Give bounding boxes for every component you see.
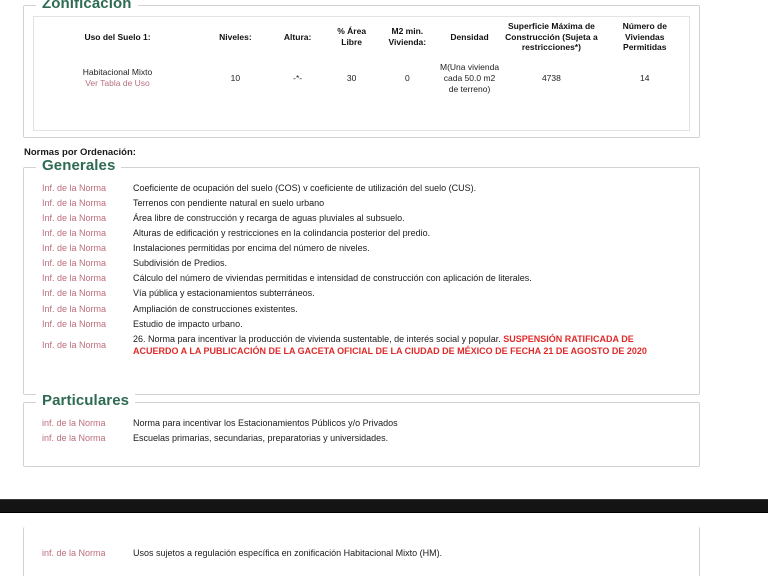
inf-de-la-norma-link[interactable]: Inf. de la Norma (42, 273, 107, 284)
norm-row: Inf. de la Norma Ampliación de construcci… (28, 301, 695, 316)
norm-text: Coeficiente de ocupación del suelo (COS)… (133, 182, 477, 193)
inf-de-la-norma-link[interactable]: Inf. de la Norma (42, 197, 107, 208)
norm-text: Norma para incentivar los Estacionamient… (133, 417, 398, 428)
norm-text: Área libre de construcción y recarga de … (133, 212, 405, 223)
inf-de-la-norma-link[interactable]: inf. de la Norma (42, 417, 106, 428)
norm-text: Alturas de edificación y restricciones e… (133, 227, 431, 238)
bottom-norm-list: inf. de la Norma Usos sujetos a regulació… (24, 545, 699, 560)
cell-superficie-maxima: 4738 (541, 72, 561, 83)
norm-text: Subdivisión de Predios. (133, 258, 228, 269)
inf-de-la-norma-link[interactable]: Inf. de la Norma (42, 227, 107, 238)
norm-row: Inf. de la Norma Terrenos con pendiente n… (28, 195, 695, 210)
bottom-continued-section: inf. de la Norma Usos sujetos a regulació… (23, 527, 700, 576)
page-separator-band (0, 499, 768, 513)
norm-text: Vía pública y estacionamientos subterrán… (133, 288, 315, 299)
ver-tabla-de-uso-link[interactable]: Ver Tabla de Uso (85, 78, 150, 89)
norm-suspension-warning: SUSPENSIÓN RATIFICADA DE ACUERDO A LA PU… (133, 333, 647, 357)
normas-por-ordenacion-label: Normas por Ordenación: (24, 147, 136, 158)
norm-row: Inf. de la Norma 26. Norma para incentiva… (28, 331, 695, 358)
norm-text: Estudio de impacto urbano. (133, 318, 243, 329)
col-header-num-viviendas: Número de Viviendas Permitidas (622, 21, 667, 53)
cell-num-viviendas: 14 (640, 72, 650, 83)
norm-text: Escuelas primarias, secundarias, prepara… (133, 432, 389, 443)
norm-text: Terrenos con pendiente natural en suelo … (133, 197, 325, 208)
inf-de-la-norma-link[interactable]: Inf. de la Norma (42, 212, 107, 223)
inf-de-la-norma-link[interactable]: Inf. de la Norma (42, 243, 107, 254)
generales-section: Generales Inf. de la Norma Coeficiente de… (23, 157, 700, 395)
inf-de-la-norma-link[interactable]: inf. de la Norma (42, 432, 106, 443)
col-header-densidad: Densidad (450, 31, 489, 42)
inf-de-la-norma-link[interactable]: inf. de la Norma (42, 547, 106, 558)
cell-m2-min-vivienda: 0 (404, 72, 410, 83)
particulares-norm-list: inf. de la Norma Norma para incentivar lo… (24, 415, 699, 445)
norm-row: inf. de la Norma Usos sujetos a regulació… (28, 545, 695, 560)
norm-row: Inf. de la Norma Subdivisión de Predios. (28, 256, 695, 271)
norm-row: Inf. de la Norma Estudio de impacto urban… (28, 316, 695, 331)
col-header-m2-min-vivienda: M2 min. Vivienda: (388, 26, 427, 47)
norm-row: inf. de la Norma Norma para incentivar lo… (28, 415, 695, 430)
col-header-niveles: Niveles: (219, 31, 252, 42)
generales-legend: Generales (36, 157, 122, 174)
zonificacion-table-container: Uso del Suelo 1: Niveles: Altura: % Área… (33, 16, 690, 131)
norm-text: Ampliación de construcciones existentes. (133, 303, 298, 314)
col-header-superficie-maxima: Superficie Máxima de Construcción (Sujet… (505, 21, 598, 53)
norm-text-plain: 26. Norma para incentivar la producción … (133, 333, 504, 344)
cell-densidad: M(Una vivienda cada 50.0 m2 de terreno) (440, 61, 500, 94)
cell-altura: -*- (293, 72, 303, 83)
norm-row: Inf. de la Norma Coeficiente de ocupación… (28, 180, 695, 195)
inf-de-la-norma-link[interactable]: Inf. de la Norma (42, 339, 107, 350)
col-header-area-libre: % Área Libre (337, 26, 367, 47)
uso-suelo-value: Habitacional Mixto (82, 67, 153, 78)
zonificacion-section: Zonificación Uso del Suelo 1: Niveles (23, 0, 700, 138)
norm-row: inf. de la Norma Escuelas primarias, secu… (28, 430, 695, 445)
norm-text: Cálculo del número de viviendas permitid… (133, 273, 532, 284)
particulares-section: Particulares inf. de la Norma Norma para … (23, 392, 700, 467)
inf-de-la-norma-link[interactable]: Inf. de la Norma (42, 303, 107, 314)
norm-row: Inf. de la Norma Vía pública y estacionam… (28, 286, 695, 301)
norm-row: Inf. de la Norma Alturas de edificación y… (28, 225, 695, 240)
table-header-row: Uso del Suelo 1: Niveles: Altura: % Área… (34, 17, 689, 59)
inf-de-la-norma-link[interactable]: Inf. de la Norma (42, 258, 107, 269)
col-header-uso-suelo: Uso del Suelo 1: (84, 31, 151, 42)
norm-row: Inf. de la Norma Instalaciones permitidas… (28, 241, 695, 256)
inf-de-la-norma-link[interactable]: Inf. de la Norma (42, 182, 107, 193)
norm-row: Inf. de la Norma Área libre de construcci… (28, 210, 695, 225)
zonificacion-table: Uso del Suelo 1: Niveles: Altura: % Área… (34, 17, 689, 105)
generales-norm-list: Inf. de la Norma Coeficiente de ocupación… (24, 180, 699, 359)
norm-row: Inf. de la Norma Cálculo del número de vi… (28, 271, 695, 286)
cell-niveles: 10 (230, 72, 241, 83)
cell-uso-suelo: Habitacional Mixto Ver Tabla de Uso (34, 59, 201, 105)
cell-area-libre: 30 (346, 72, 357, 83)
particulares-legend: Particulares (36, 392, 136, 409)
col-header-altura: Altura: (283, 31, 312, 42)
inf-de-la-norma-link[interactable]: Inf. de la Norma (42, 318, 107, 329)
norm-text: Usos sujetos a regulación específica en … (133, 547, 443, 558)
norm-text: 26. Norma para incentivar la producción … (133, 333, 695, 357)
norm-text: Instalaciones permitidas por encima del … (133, 243, 370, 254)
table-row: Habitacional Mixto Ver Tabla de Uso 10 -… (34, 59, 689, 105)
inf-de-la-norma-link[interactable]: Inf. de la Norma (42, 288, 107, 299)
zonificacion-legend: Zonificación (36, 0, 138, 12)
